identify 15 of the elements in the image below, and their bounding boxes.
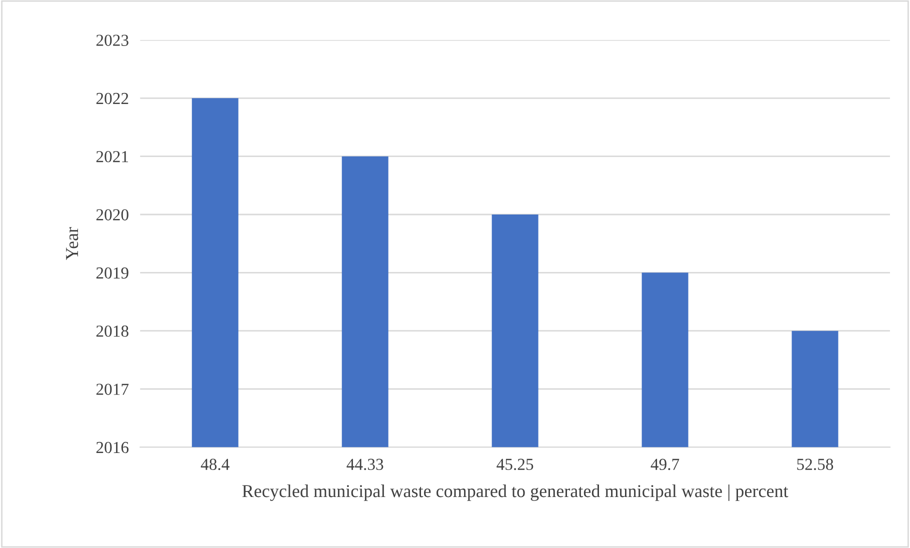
x-axis-title: Recycled municipal waste compared to generated municipal waste | percent [242, 484, 788, 501]
y-tick-label: 2016 [96, 442, 129, 454]
y-tick-label: 2017 [96, 384, 129, 395]
x-tick-label: 52.58 [797, 458, 834, 470]
x-tick-label: 49.7 [650, 458, 680, 470]
y-tick-label: 2023 [96, 34, 128, 46]
y-tick-label: 2018 [96, 326, 128, 337]
y-tick-label: 2022 [96, 92, 128, 104]
y-axis-title: Year [66, 227, 78, 260]
x-tick-label: 48.4 [200, 458, 230, 470]
y-tick-label: 2021 [96, 151, 128, 162]
y-tick-label: 2019 [96, 267, 128, 279]
x-tick-label: 45.25 [496, 458, 534, 470]
x-tick-label: 44.33 [346, 458, 384, 470]
y-tick-label: 2020 [96, 209, 128, 220]
